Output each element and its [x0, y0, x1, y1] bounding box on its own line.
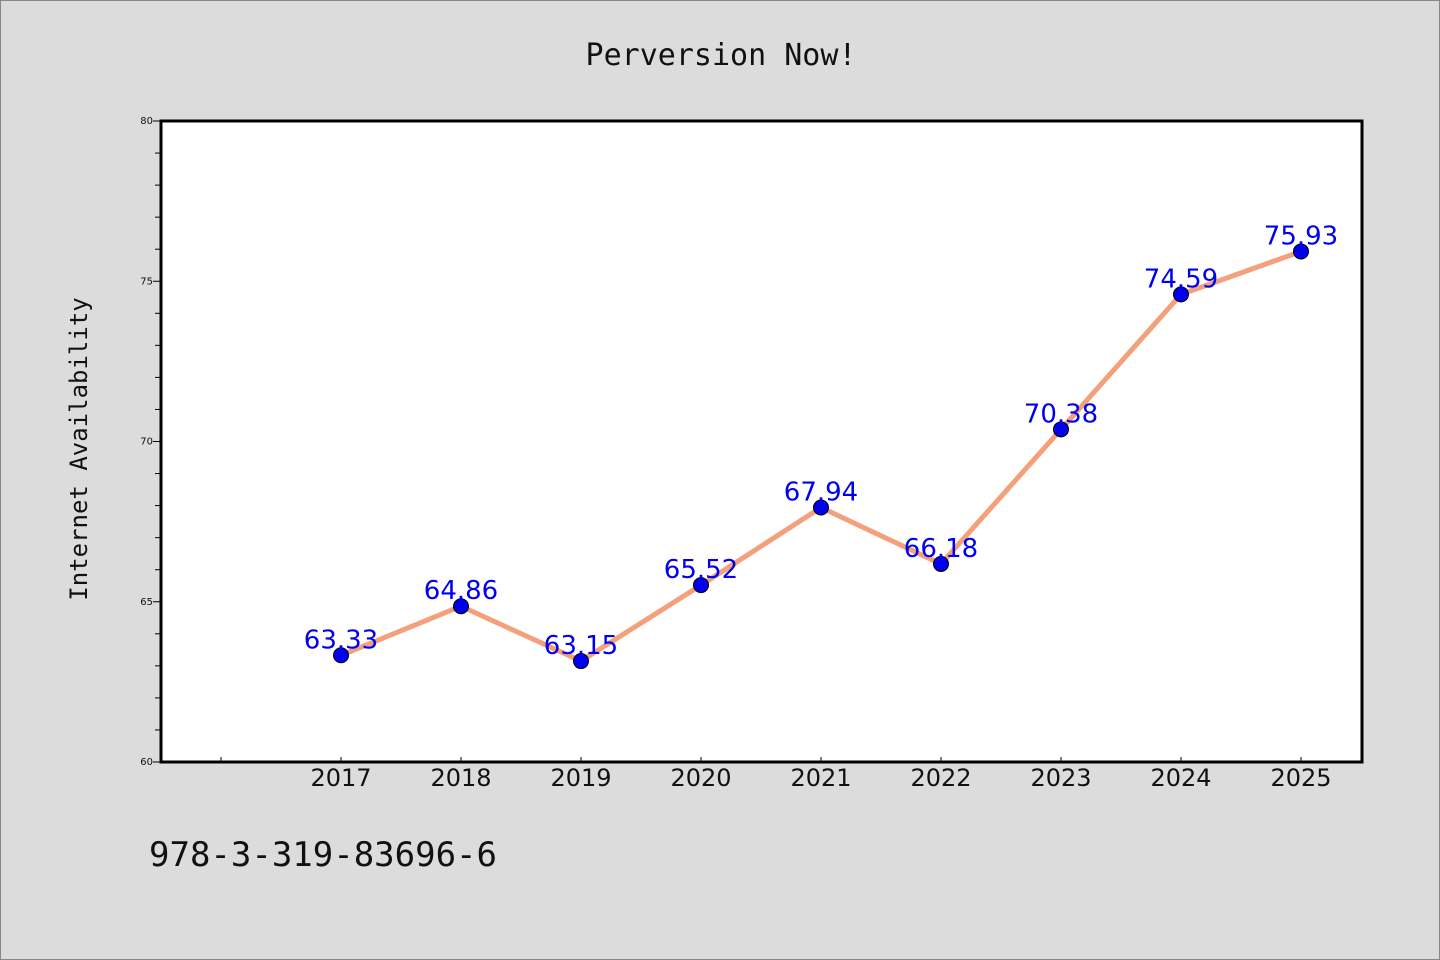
data-point [453, 598, 469, 615]
data-point [1173, 286, 1189, 303]
y-tick-label: 60 [140, 757, 153, 768]
data-point [573, 653, 589, 670]
data-label: 66.18 [904, 534, 978, 564]
data-point [333, 647, 349, 664]
y-tick-label: 80 [140, 116, 153, 127]
x-tick-label: 2025 [1270, 764, 1331, 792]
x-axis: 2017 2018 2019 2020 2021 2022 2023 2024 2025 [220, 757, 1332, 792]
x-tick-label: 2024 [1150, 764, 1211, 792]
data-label: 63.33 [304, 625, 378, 655]
data-point [693, 577, 709, 594]
x-tick-label: 2021 [790, 764, 851, 792]
plot-area [159, 119, 1364, 764]
data-label: 64.86 [424, 576, 498, 606]
data-label: 74.59 [1144, 264, 1218, 294]
x-tick-label: 2023 [1030, 764, 1091, 792]
y-tick-label: 75 [140, 276, 153, 287]
y-axis: 60 65 70 75 80 [140, 116, 161, 768]
chart-title: Perversion Now! [586, 38, 857, 73]
data-label: 75.93 [1264, 221, 1338, 251]
data-label: 67.94 [784, 478, 858, 508]
data-label: 63.15 [544, 631, 618, 661]
data-label: 70.38 [1024, 399, 1098, 429]
data-point [813, 499, 829, 516]
x-tick-label: 2017 [310, 764, 371, 792]
data-label: 65.52 [664, 555, 738, 585]
y-axis-label: Internet Availability [65, 297, 93, 600]
x-tick-label: 2020 [670, 764, 731, 792]
series-layer: 63.33 64.86 63.15 65.52 67.94 66.18 70.38 74.59… [304, 221, 1338, 670]
data-point [1293, 243, 1309, 260]
x-tick-label: 2018 [430, 764, 491, 792]
isbn-footer: 978-3-319-83696-6 [149, 835, 497, 875]
y-tick-label: 70 [140, 437, 153, 448]
data-point [933, 555, 949, 572]
data-point [1053, 421, 1069, 438]
x-tick-label: 2019 [550, 764, 611, 792]
x-tick-label: 2022 [910, 764, 971, 792]
y-tick-label: 65 [140, 597, 153, 608]
